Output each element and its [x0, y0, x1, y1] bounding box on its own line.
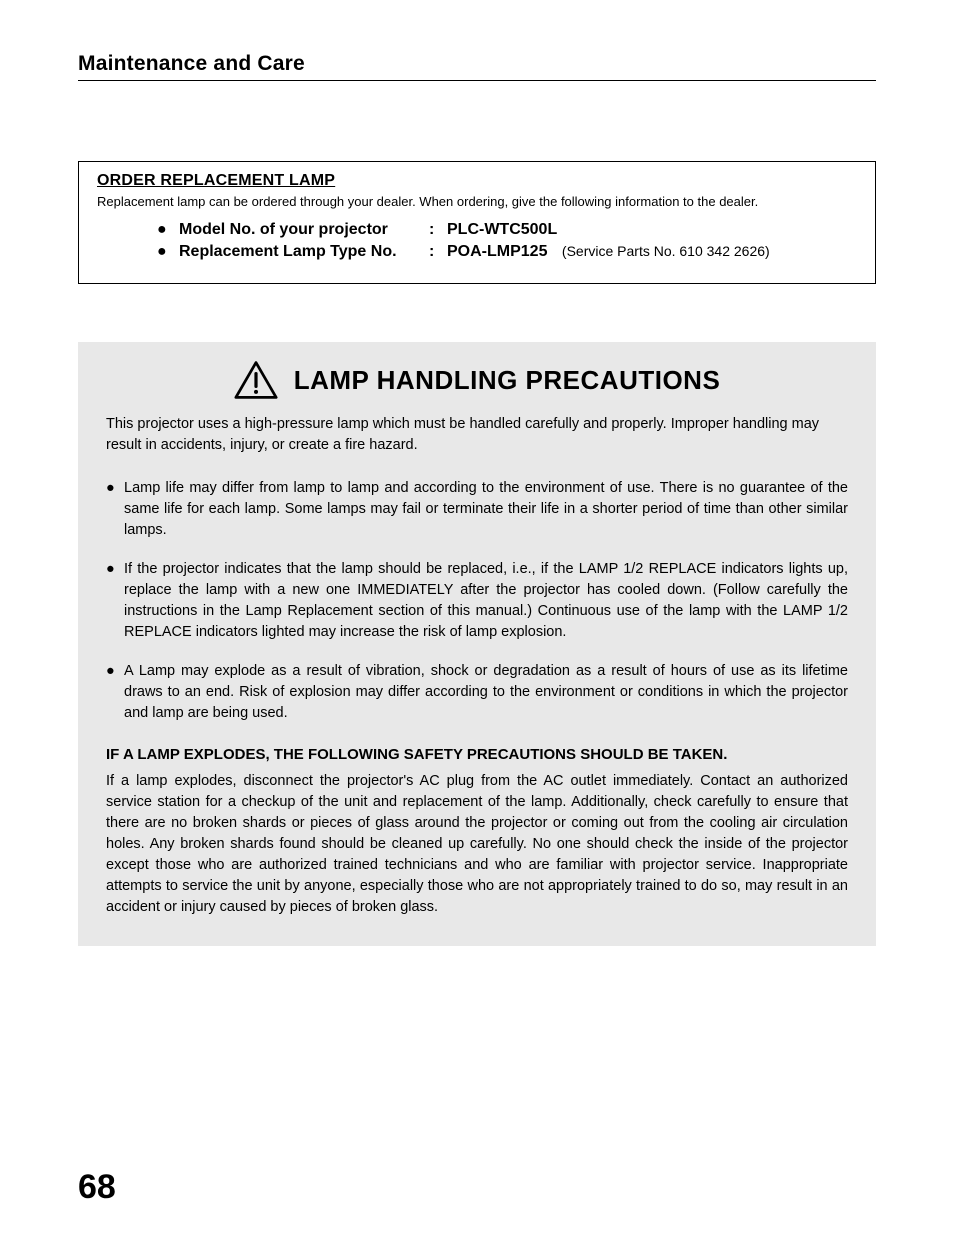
- bullet-text: A Lamp may explode as a result of vibrat…: [124, 661, 848, 724]
- spec-colon: :: [429, 243, 447, 261]
- bullet-text: Lamp life may differ from lamp to lamp a…: [124, 478, 848, 541]
- precaution-bullet: ● If the projector indicates that the la…: [106, 559, 848, 643]
- spec-list: ● Model No. of your projector : PLC-WTC5…: [97, 221, 857, 261]
- precaution-title-row: LAMP HANDLING PRECAUTIONS: [106, 360, 848, 400]
- bullet-icon: ●: [106, 661, 124, 724]
- document-page: Maintenance and Care ORDER REPLACEMENT L…: [0, 0, 954, 1235]
- warning-triangle-icon: [234, 360, 278, 400]
- spec-label: Model No. of your projector: [179, 221, 429, 239]
- bullet-icon: ●: [157, 244, 179, 260]
- precaution-bullet: ● Lamp life may differ from lamp to lamp…: [106, 478, 848, 541]
- spec-value: POA-LMP125: [447, 243, 547, 260]
- spec-label: Replacement Lamp Type No.: [179, 243, 429, 261]
- bullet-text: If the projector indicates that the lamp…: [124, 559, 848, 643]
- precaution-intro: This projector uses a high-pressure lamp…: [106, 414, 848, 456]
- section-header: Maintenance and Care: [78, 52, 876, 81]
- precaution-bullet: ● A Lamp may explode as a result of vibr…: [106, 661, 848, 724]
- precaution-bullets: ● Lamp life may differ from lamp to lamp…: [106, 478, 848, 724]
- spec-row: ● Replacement Lamp Type No. : POA-LMP125…: [157, 243, 857, 261]
- order-description: Replacement lamp can be ordered through …: [97, 194, 857, 209]
- safety-heading: IF A LAMP EXPLODES, THE FOLLOWING SAFETY…: [106, 746, 848, 763]
- spec-note: (Service Parts No. 610 342 2626): [562, 243, 770, 259]
- bullet-icon: ●: [106, 478, 124, 541]
- order-heading: ORDER REPLACEMENT LAMP: [97, 172, 857, 190]
- order-replacement-box: ORDER REPLACEMENT LAMP Replacement lamp …: [78, 161, 876, 284]
- bullet-icon: ●: [106, 559, 124, 643]
- safety-body: If a lamp explodes, disconnect the proje…: [106, 771, 848, 918]
- spec-colon: :: [429, 221, 447, 239]
- spec-row: ● Model No. of your projector : PLC-WTC5…: [157, 221, 857, 239]
- page-number: 68: [78, 1168, 116, 1207]
- bullet-icon: ●: [157, 222, 179, 238]
- precautions-box: LAMP HANDLING PRECAUTIONS This projector…: [78, 342, 876, 946]
- precaution-title: LAMP HANDLING PRECAUTIONS: [294, 365, 721, 396]
- spec-value: PLC-WTC500L: [447, 221, 557, 239]
